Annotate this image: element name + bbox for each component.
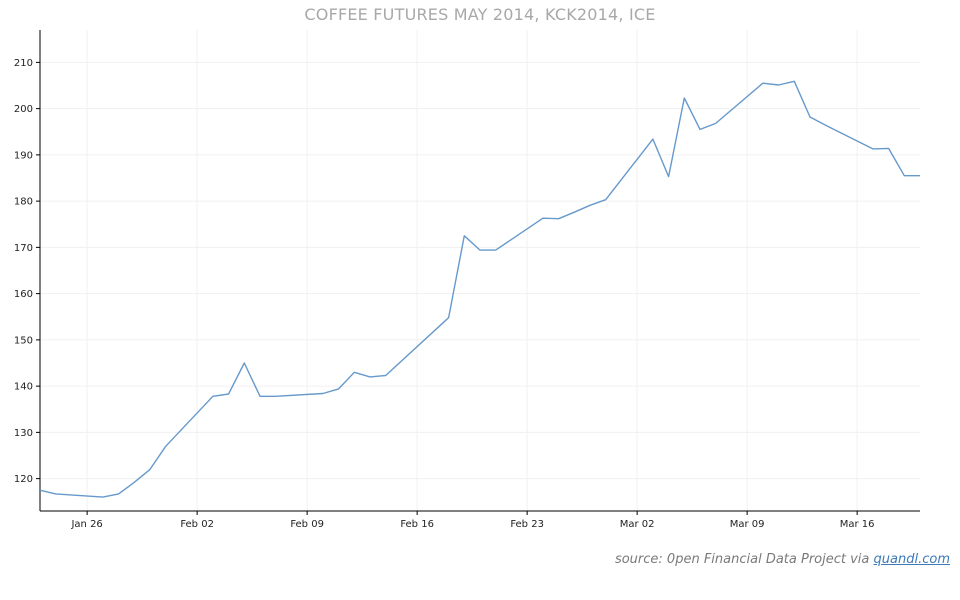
y-tick-label: 210 xyxy=(14,58,33,69)
y-tick-label: 160 xyxy=(14,289,33,300)
source-note: source: 0pen Financial Data Project via … xyxy=(615,552,950,567)
axes-layer xyxy=(39,30,920,512)
price-line xyxy=(39,80,920,498)
series-layer xyxy=(39,80,920,498)
source-link[interactable]: quandl.com xyxy=(873,552,950,567)
x-tick-label: Feb 02 xyxy=(180,519,214,530)
x-tick-label: Feb 23 xyxy=(510,519,544,530)
x-tick-label: Mar 16 xyxy=(840,519,875,530)
y-tick-label: 170 xyxy=(14,243,33,254)
x-tick-label: Jan 26 xyxy=(70,519,102,530)
y-tick-label: 180 xyxy=(14,197,33,208)
y-axis-ticks: 120 130 140 150 160 170 180 190 200 210 xyxy=(14,58,40,485)
x-tick-label: Feb 09 xyxy=(290,519,324,530)
y-tick-label: 120 xyxy=(14,474,33,485)
grid-layer xyxy=(40,30,920,511)
y-tick-label: 190 xyxy=(14,150,33,161)
x-tick-label: Feb 16 xyxy=(400,519,434,530)
y-tick-label: 200 xyxy=(14,104,33,115)
y-tick-label: 150 xyxy=(14,335,33,346)
y-tick-label: 140 xyxy=(14,382,33,393)
y-tick-label: 130 xyxy=(14,428,33,439)
x-tick-label: Mar 02 xyxy=(620,519,655,530)
x-tick-label: Mar 09 xyxy=(730,519,765,530)
x-axis-ticks: Jan 26 Feb 02 Feb 09 Feb 16 Feb 23 Mar 02 Mar … xyxy=(70,511,875,530)
source-text: source: 0pen Financial Data Project via xyxy=(614,552,874,567)
chart-title: COFFEE FUTURES MAY 2014, KCK2014, ICE xyxy=(304,5,656,24)
